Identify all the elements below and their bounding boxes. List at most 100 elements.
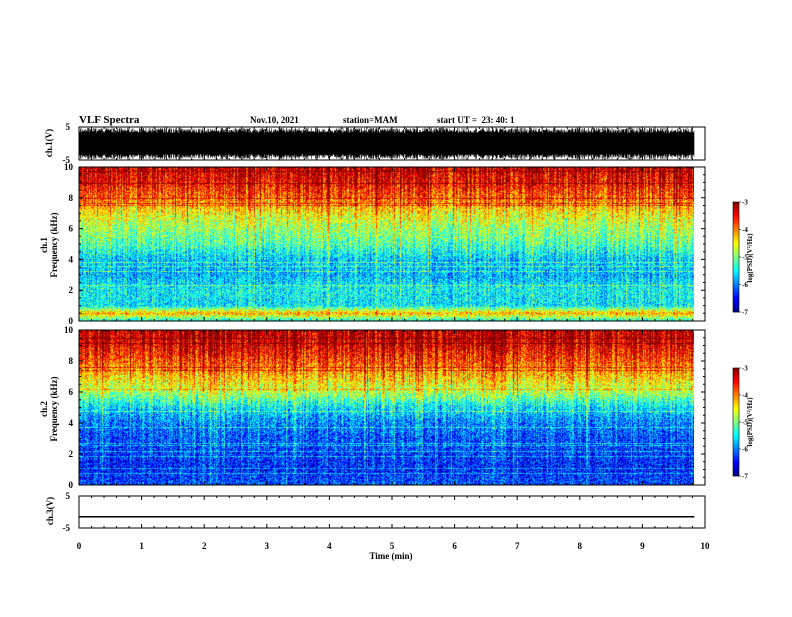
ch1-colorbar-cell xyxy=(733,216,739,219)
ch2-spec-y-ticks xyxy=(79,329,705,486)
ch2-colorbar-cell xyxy=(733,440,739,443)
ch1-colorbar-cell xyxy=(733,203,739,206)
ch2-colorbar-cell xyxy=(733,384,739,387)
ch2-colorbar-cell xyxy=(733,391,739,394)
ch1-colorbar-cell xyxy=(733,231,739,234)
ch2-colorbar-cell xyxy=(733,402,739,405)
ch2-colorbar-cell xyxy=(733,409,739,412)
station-label: station=MAM xyxy=(343,115,398,125)
ch2-colorbar-cell xyxy=(733,429,739,432)
x-tick-label-0: 0 xyxy=(77,541,82,551)
ch1-colorbar-cell xyxy=(733,279,739,282)
ch1-colorbar-cell xyxy=(733,205,739,208)
ch1-colorbar-cell xyxy=(733,271,739,274)
ch1-colorbar-cell xyxy=(733,301,739,304)
ch1-colorbar-tick--5: -5 xyxy=(742,254,748,262)
panels-group xyxy=(78,127,695,518)
ch2-colorbar-cell xyxy=(733,443,739,446)
ch1-colorbar-cell xyxy=(733,218,739,221)
ch2-colorbar-cell xyxy=(733,387,739,390)
ch2-spec-y-tick-6: 6 xyxy=(69,387,74,397)
x-tick-label-2: 2 xyxy=(202,541,207,551)
x-tick-label-6: 6 xyxy=(452,541,457,551)
ch1-colorbar-cell xyxy=(733,269,739,272)
ch1-colorbar-cell xyxy=(733,284,739,287)
ch1-colorbar-cell xyxy=(733,236,739,239)
ch2-colorbar-cell xyxy=(733,380,739,383)
ch2-colorbar-cell xyxy=(733,368,739,371)
ch2-spec-ylabel-line2: Frequency (kHz) xyxy=(49,376,59,441)
ch2-colorbar-cell xyxy=(733,470,739,473)
ch1-colorbar-cell xyxy=(733,257,739,260)
ch2-colorbar-cell xyxy=(733,418,739,421)
ch1-colorbar-cell xyxy=(733,310,739,313)
ch1-spec-y-tick-6: 6 xyxy=(69,224,74,234)
ch1-wave-y-tick-5: 5 xyxy=(66,122,71,132)
ch1-colorbar-cell xyxy=(733,266,739,269)
ch1-waveform-ylabel: ch.1(V) xyxy=(44,129,54,157)
ch1-spec-y-tick-8: 8 xyxy=(69,193,74,203)
ch1-colorbar-cell xyxy=(733,238,739,241)
ch2-colorbar-cell xyxy=(733,447,739,450)
ch1-colorbar-cell xyxy=(733,304,739,307)
ch1-colorbar-cell xyxy=(733,293,739,296)
ch2-colorbar-cell xyxy=(733,411,739,414)
ch1-spectrogram-image xyxy=(79,167,694,321)
ch2-colorbar-cell xyxy=(733,452,739,455)
ch2-colorbar-cell xyxy=(733,407,739,410)
ch2-colorbar-cell xyxy=(733,413,739,416)
ch1-colorbar-cell xyxy=(733,225,739,228)
x-tick-label-4: 4 xyxy=(327,541,332,551)
ch1-colorbar-cell xyxy=(733,277,739,280)
ch2-spec-ylabel-line1: ch.2 xyxy=(39,401,49,417)
ch1-colorbar-tick--3: -3 xyxy=(742,199,748,207)
ch2-colorbar-cell xyxy=(733,467,739,470)
ch2-colorbar-cell xyxy=(733,422,739,425)
ch1-colorbar-cell xyxy=(733,291,739,294)
ch2-spec-y-tick-2: 2 xyxy=(69,449,74,459)
ch1-colorbar-cell xyxy=(733,282,739,285)
ch1-colorbar-tick--6: -6 xyxy=(742,281,748,289)
ch2-colorbar-cell xyxy=(733,454,739,457)
ch2-spectrogram-image xyxy=(79,330,694,485)
ch2-colorbar-tick--4: -4 xyxy=(742,392,748,400)
figure-title: VLF Spectra xyxy=(79,114,140,126)
ch1-colorbar-cell xyxy=(733,255,739,258)
ch1-colorbar-cell xyxy=(733,211,739,214)
ch1-spec-y-tick-2: 2 xyxy=(69,285,74,295)
ch1-colorbar-cell xyxy=(733,302,739,305)
ch1-colorbar-cell xyxy=(733,246,739,249)
ch2-colorbar-cell xyxy=(733,441,739,444)
ch3-waveform-ylabel: ch.3(V) xyxy=(45,497,55,525)
ch2-colorbar-cell xyxy=(733,468,739,471)
ch1-waveform-trace xyxy=(78,127,695,160)
ch2-colorbar-cell xyxy=(733,420,739,423)
ch2-colorbar-cell xyxy=(733,369,739,372)
ch2-colorbar-cell xyxy=(733,371,739,374)
ch1-colorbar-cell xyxy=(733,308,739,311)
ch1-colorbar-cell xyxy=(733,297,739,300)
ch1-wave-y-tick--5: -5 xyxy=(63,155,71,165)
ch1-colorbar-cell xyxy=(733,209,739,212)
ch2-spec-y-tick-4: 4 xyxy=(69,418,74,428)
ch2-colorbar-cell xyxy=(733,450,739,453)
ch1-colorbar-cell xyxy=(733,251,739,254)
ch2-colorbar-cell xyxy=(733,405,739,408)
ch2-colorbar-cell xyxy=(733,432,739,435)
ch2-colorbar-cell xyxy=(733,436,739,439)
ch1-spec-ylabel-line1: ch.1 xyxy=(39,237,49,253)
ch1-colorbar-label: log(PSD)(V²/Hz) xyxy=(746,233,754,283)
ch1-colorbar-cell xyxy=(733,268,739,271)
x-tick-label-9: 9 xyxy=(640,541,645,551)
x-tick-label-1: 1 xyxy=(139,541,144,551)
x-tick-label-8: 8 xyxy=(578,541,583,551)
ch2-colorbar-cell xyxy=(733,425,739,428)
ch1-colorbar-cell xyxy=(733,227,739,230)
ch1-colorbar-cell xyxy=(733,220,739,223)
ch1-spec-y-tick-0: 0 xyxy=(69,316,74,326)
ch2-spec-y-tick-0: 0 xyxy=(69,480,74,490)
ch2-colorbar-tick--3: -3 xyxy=(742,365,748,373)
ch1-colorbar-cell xyxy=(733,260,739,263)
ch2-spec-y-tick-10: 10 xyxy=(64,325,74,335)
ch1-colorbar-cell xyxy=(733,247,739,250)
